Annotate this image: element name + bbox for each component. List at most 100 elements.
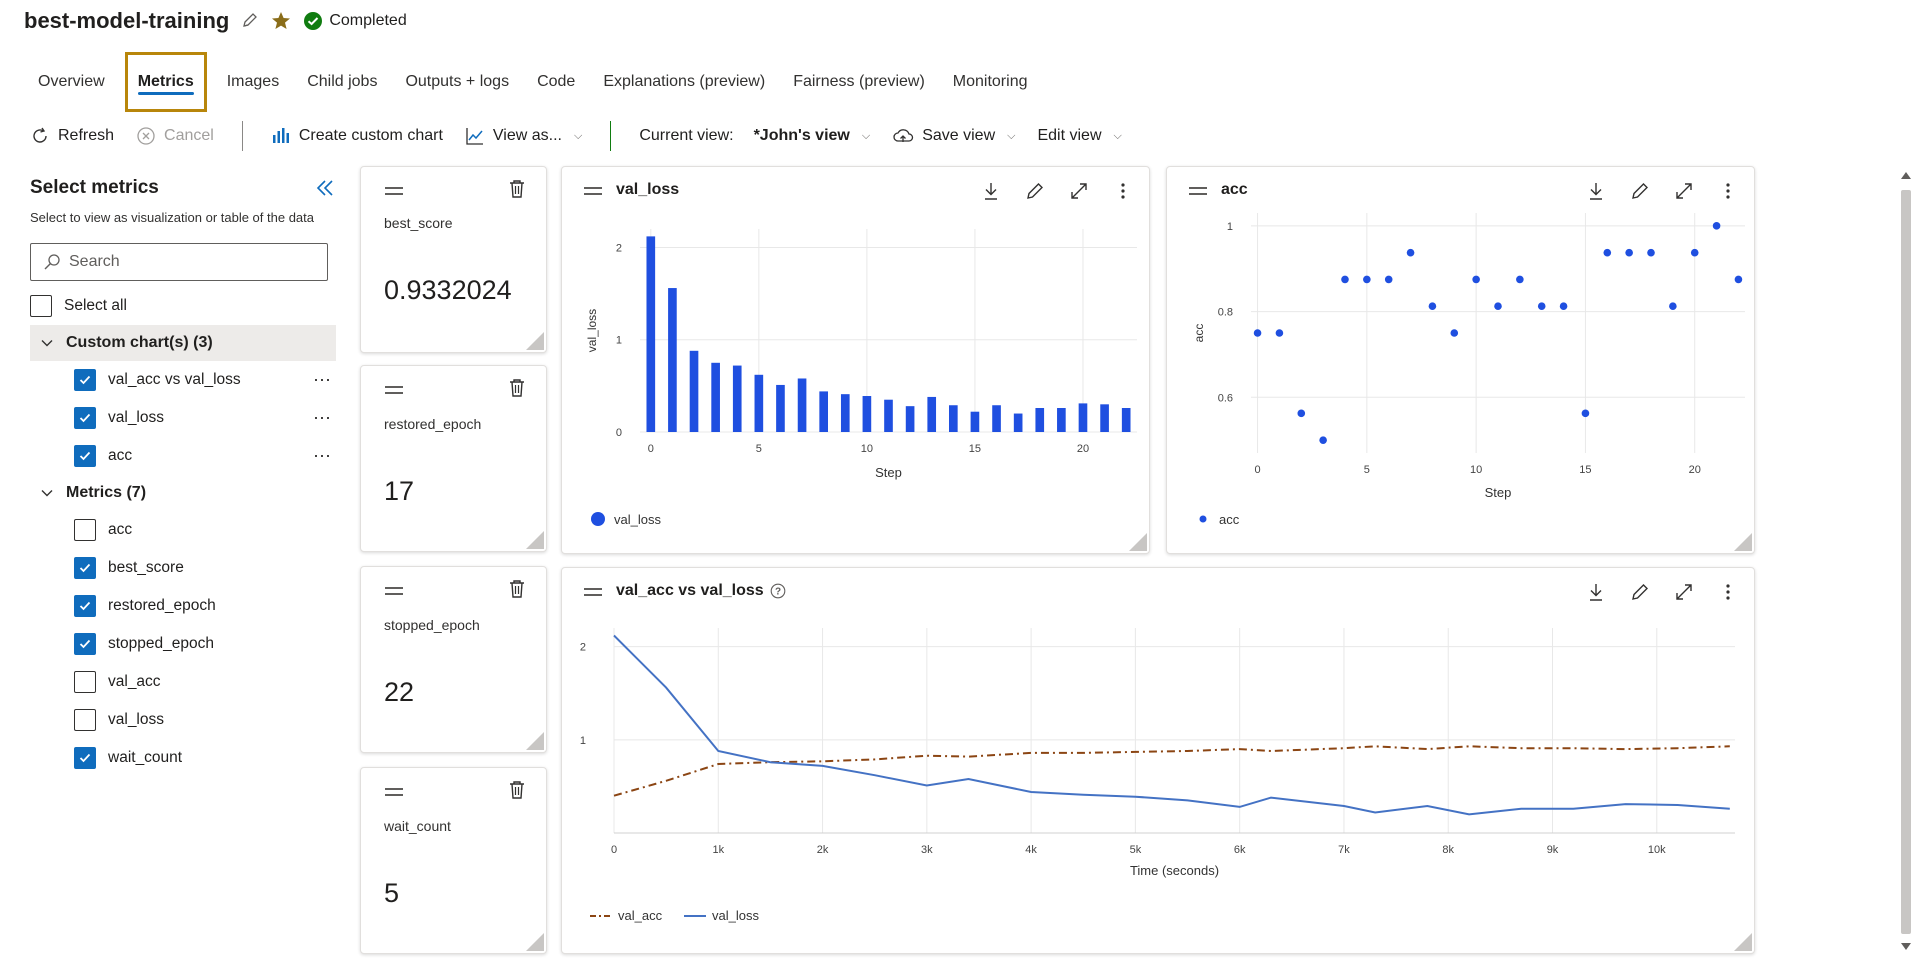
resize-handle[interactable] <box>1734 533 1752 551</box>
bar <box>949 405 958 432</box>
edit-view-dropdown[interactable]: Edit view ⌵ <box>1037 127 1121 145</box>
scatter-point <box>1428 302 1437 311</box>
scrollbar-thumb[interactable] <box>1901 190 1911 934</box>
page-scrollbar[interactable] <box>1898 168 1914 954</box>
download-icon[interactable] <box>1584 179 1608 203</box>
x-tick-label: 6k <box>1234 844 1246 856</box>
download-icon[interactable] <box>1584 580 1608 604</box>
resize-handle[interactable] <box>526 531 544 549</box>
tab-code[interactable]: Code <box>537 73 576 90</box>
checkbox-unchecked[interactable] <box>74 519 96 541</box>
current-view-dropdown[interactable]: Current view: *John's view ⌵ <box>639 127 870 145</box>
custom-chart-item[interactable]: acc ⋯ <box>30 437 336 475</box>
more-options-icon[interactable]: ⋯ <box>313 445 332 466</box>
resize-handle[interactable] <box>526 732 544 750</box>
refresh-button[interactable]: Refresh <box>30 126 114 146</box>
delete-icon[interactable] <box>508 780 526 800</box>
edit-pencil-icon[interactable] <box>241 12 259 30</box>
drag-handle-icon[interactable] <box>1189 187 1207 195</box>
collapse-panel-icon[interactable] <box>314 177 336 199</box>
cancel-button[interactable]: Cancel <box>136 126 214 146</box>
scroll-down-arrow-icon[interactable] <box>1901 943 1911 950</box>
metrics-group[interactable]: Metrics (7) <box>30 475 336 511</box>
more-options-icon[interactable] <box>1111 179 1135 203</box>
tab-child-jobs[interactable]: Child jobs <box>307 73 378 90</box>
metric-item[interactable]: restored_epoch <box>30 587 336 625</box>
custom-item-label: acc <box>108 447 133 464</box>
drag-handle-icon[interactable] <box>385 788 403 796</box>
expand-icon[interactable] <box>1067 179 1091 203</box>
tab-explanations[interactable]: Explanations (preview) <box>603 73 766 90</box>
select-all-row[interactable]: Select all <box>30 287 336 325</box>
metric-item-label: val_acc <box>108 673 161 690</box>
edit-icon[interactable] <box>1628 179 1652 203</box>
drag-handle-icon[interactable] <box>584 187 602 195</box>
checkbox-checked[interactable] <box>74 595 96 617</box>
tab-outputs-logs[interactable]: Outputs + logs <box>405 73 510 90</box>
metric-item[interactable]: stopped_epoch <box>30 625 336 663</box>
resize-handle[interactable] <box>1734 933 1752 951</box>
view-as-dropdown[interactable]: View as... ⌵ <box>465 126 582 146</box>
checkbox-checked[interactable] <box>74 633 96 655</box>
checkbox-unchecked[interactable] <box>74 709 96 731</box>
download-icon[interactable] <box>979 179 1003 203</box>
save-view-dropdown[interactable]: Save view ⌵ <box>892 126 1015 146</box>
tab-images[interactable]: Images <box>226 73 280 90</box>
bar <box>711 362 720 432</box>
help-icon[interactable]: ? <box>770 583 786 599</box>
more-options-icon[interactable] <box>1716 179 1740 203</box>
checkbox-unchecked[interactable] <box>74 671 96 693</box>
edit-icon[interactable] <box>1628 580 1652 604</box>
edit-icon[interactable] <box>1023 179 1047 203</box>
series-line-val-acc <box>613 745 1730 797</box>
checkbox-checked[interactable] <box>74 369 96 391</box>
expand-icon[interactable] <box>1672 179 1696 203</box>
expand-icon[interactable] <box>1672 580 1696 604</box>
metric-item[interactable]: val_loss <box>30 701 336 739</box>
more-options-icon[interactable]: ⋯ <box>313 407 332 428</box>
delete-icon[interactable] <box>508 579 526 599</box>
resize-handle[interactable] <box>1129 533 1147 551</box>
metric-card-wait-count: wait_count 5 <box>360 767 547 954</box>
scatter-point <box>1647 248 1655 257</box>
select-all-checkbox[interactable] <box>30 295 52 317</box>
y-axis-label: acc <box>1192 324 1206 343</box>
tab-overview[interactable]: Overview <box>38 73 105 90</box>
scatter-point <box>1341 275 1349 284</box>
x-tick-label: 7k <box>1338 844 1350 856</box>
checkbox-checked[interactable] <box>74 445 96 467</box>
delete-icon[interactable] <box>508 378 526 398</box>
custom-chart-item[interactable]: val_loss ⋯ <box>30 399 336 437</box>
current-view-label: Current view: <box>639 127 734 144</box>
create-custom-chart-button[interactable]: Create custom chart <box>271 126 443 146</box>
more-options-icon[interactable]: ⋯ <box>313 369 332 390</box>
drag-handle-icon[interactable] <box>385 587 403 595</box>
drag-handle-icon[interactable] <box>385 187 403 195</box>
checkbox-checked[interactable] <box>74 407 96 429</box>
scroll-up-arrow-icon[interactable] <box>1901 172 1911 179</box>
checkbox-checked[interactable] <box>74 557 96 579</box>
more-options-icon[interactable] <box>1716 580 1740 604</box>
delete-icon[interactable] <box>508 179 526 199</box>
tab-fairness[interactable]: Fairness (preview) <box>793 73 925 90</box>
drag-handle-icon[interactable] <box>385 386 403 394</box>
create-chart-label: Create custom chart <box>298 127 443 144</box>
checkbox-checked[interactable] <box>74 747 96 769</box>
x-tick-label: 0 <box>648 443 654 455</box>
cancel-label: Cancel <box>164 127 214 144</box>
resize-handle[interactable] <box>526 933 544 951</box>
metric-item[interactable]: val_acc <box>30 663 336 701</box>
star-icon[interactable] <box>271 11 291 31</box>
resize-handle[interactable] <box>526 332 544 350</box>
drag-handle-icon[interactable] <box>584 588 602 596</box>
search-input[interactable]: Search <box>30 243 328 281</box>
tab-monitoring[interactable]: Monitoring <box>952 73 1028 90</box>
metric-item[interactable]: best_score <box>30 549 336 587</box>
metric-item[interactable]: acc <box>30 511 336 549</box>
tab-metrics[interactable]: Metrics <box>124 52 207 112</box>
y-tick-label: 2 <box>616 242 622 254</box>
metric-item[interactable]: wait_count <box>30 739 336 777</box>
custom-chart-item[interactable]: val_acc vs val_loss ⋯ <box>30 361 336 399</box>
custom-charts-group[interactable]: Custom chart(s) (3) <box>30 325 336 361</box>
bar <box>884 399 893 432</box>
